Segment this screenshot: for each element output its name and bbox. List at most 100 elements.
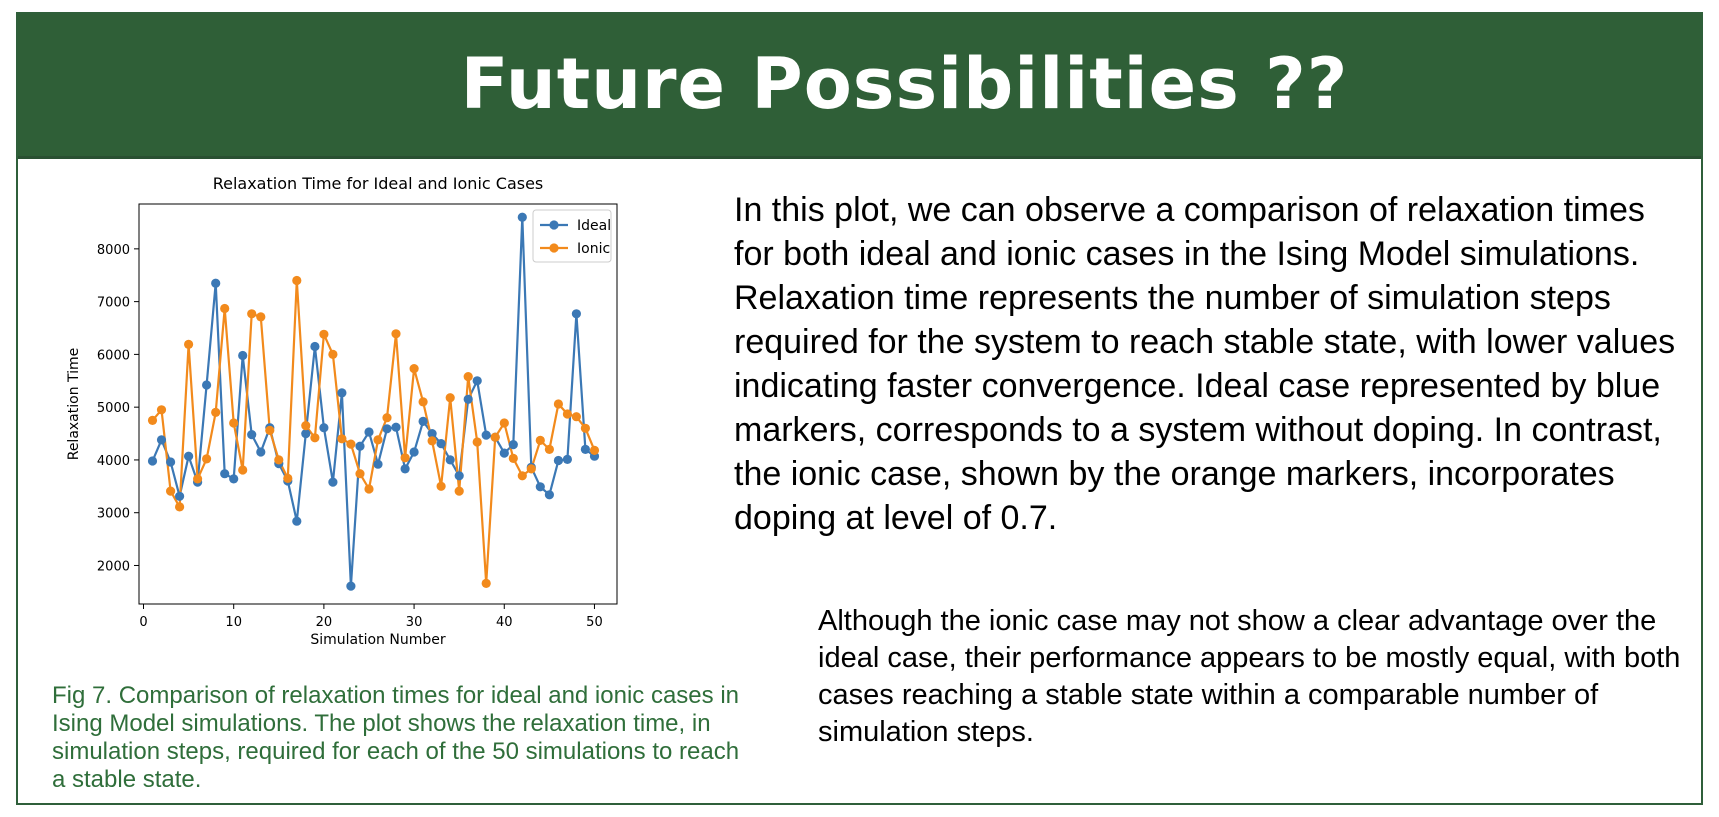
data-point-ideal: [382, 424, 392, 434]
data-point-ideal: [445, 455, 455, 465]
data-point-ionic: [364, 484, 374, 494]
x-tick-label: 20: [316, 615, 333, 630]
data-point-ideal: [499, 448, 509, 458]
data-point-ionic: [156, 405, 167, 415]
data-point-ideal: [247, 430, 257, 440]
y-tick-label: 6000: [97, 348, 130, 363]
data-point-ionic: [481, 578, 491, 588]
data-point-ionic: [382, 413, 392, 423]
data-point-ionic: [409, 364, 419, 374]
data-point-ionic: [472, 437, 482, 447]
x-tick-label: 30: [406, 615, 423, 630]
body-paragraph-1: In this plot, we can observe a compariso…: [734, 191, 1676, 537]
y-tick-label: 4000: [97, 454, 130, 469]
data-point-ideal: [562, 454, 573, 464]
data-point-ideal: [156, 435, 167, 445]
data-point-ionic: [274, 455, 284, 465]
data-point-ionic: [589, 445, 600, 455]
data-point-ionic: [256, 312, 266, 322]
series-line-ideal: [151, 216, 596, 588]
chart-title: Relaxation Time for Ideal and Ionic Case…: [213, 174, 544, 193]
data-point-ionic: [337, 434, 347, 444]
data-point-ionic: [553, 399, 564, 409]
chart-svg: Relaxation Time for Ideal and Ionic Case…: [66, 174, 618, 648]
data-point-ideal: [346, 581, 356, 591]
y-axis-label: Relaxation Time: [66, 348, 82, 461]
y-tick-label: 7000: [97, 296, 130, 311]
data-point-ideal: [292, 516, 302, 526]
legend-marker-ideal: [549, 220, 559, 230]
data-point-ionic: [166, 486, 176, 496]
data-point-ionic: [301, 421, 311, 431]
y-tick-label: 2000: [97, 559, 130, 574]
data-point-ideal: [211, 278, 221, 288]
data-point-ionic: [562, 409, 573, 419]
data-point-ideal: [310, 341, 320, 352]
data-point-ideal: [427, 429, 437, 439]
data-point-ionic: [175, 502, 185, 512]
plot-frame: [138, 203, 618, 605]
data-point-ionic: [508, 453, 518, 463]
body-paragraph-2: Although the ionic case may not show a c…: [818, 605, 1681, 748]
data-point-ionic: [418, 397, 428, 407]
data-point-ionic: [571, 412, 582, 422]
data-point-ionic: [535, 435, 545, 445]
data-point-ionic: [193, 474, 203, 484]
data-point-ionic: [238, 465, 248, 475]
x-tick-label: 50: [586, 615, 603, 630]
data-point-ionic: [355, 469, 365, 479]
data-point-ideal: [301, 429, 311, 439]
legend-marker-ionic: [549, 243, 559, 253]
data-point-ideal: [553, 455, 564, 466]
data-point-ideal: [220, 469, 230, 479]
data-point-ionic: [184, 339, 194, 349]
data-point-ideal: [580, 444, 591, 454]
slide-title: Future Possibilities ??: [460, 43, 1349, 125]
data-point-ideal: [400, 464, 410, 474]
x-axis-label: Simulation Number: [310, 632, 446, 648]
data-point-ionic: [544, 444, 554, 454]
data-point-ideal: [364, 427, 374, 437]
data-point-ionic: [517, 471, 527, 481]
data-point-ideal: [256, 447, 266, 457]
data-point-ionic: [391, 329, 401, 339]
data-point-ideal: [571, 309, 582, 319]
y-tick-label: 3000: [97, 507, 130, 522]
data-point-ideal: [544, 490, 554, 500]
data-point-ionic: [445, 393, 455, 403]
data-point-ionic: [247, 309, 257, 319]
data-point-ideal: [517, 212, 527, 222]
data-point-ionic: [220, 303, 230, 314]
x-tick-label: 10: [225, 615, 242, 630]
data-point-ionic: [319, 329, 329, 339]
data-point-ionic: [202, 454, 212, 464]
data-point-ideal: [463, 394, 473, 404]
data-point-ideal: [202, 380, 212, 390]
data-point-ideal: [229, 474, 239, 484]
x-tick-label: 40: [496, 615, 513, 630]
data-point-ionic: [229, 418, 239, 428]
data-point-ideal: [436, 439, 446, 449]
data-point-ionic: [292, 275, 302, 286]
data-point-ionic: [526, 464, 536, 474]
data-point-ideal: [508, 440, 518, 450]
figure-caption: Fig 7. Comparison of relaxation times fo…: [52, 682, 740, 793]
data-point-ideal: [319, 423, 329, 433]
data-point-ionic: [211, 407, 221, 417]
y-tick-label: 5000: [97, 401, 130, 416]
data-point-ionic: [580, 423, 591, 433]
legend-label-ionic: Ionic: [577, 241, 610, 257]
data-point-ionic: [454, 486, 464, 496]
data-point-ideal: [337, 388, 347, 398]
legend-label-ideal: Ideal: [577, 218, 611, 234]
data-point-ionic: [147, 415, 158, 425]
data-point-ideal: [391, 422, 401, 432]
data-point-ideal: [535, 482, 545, 492]
data-point-ionic: [490, 432, 500, 442]
data-point-ionic: [283, 473, 293, 483]
data-point-ionic: [265, 425, 275, 435]
data-point-ideal: [175, 491, 185, 501]
data-point-ideal: [409, 447, 419, 457]
data-point-ionic: [310, 433, 320, 443]
x-tick-label: 0: [139, 615, 147, 630]
